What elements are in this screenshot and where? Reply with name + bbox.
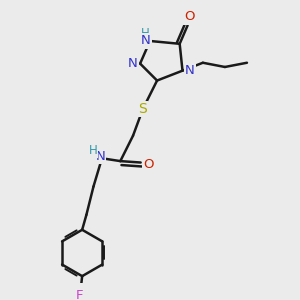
Text: O: O [143,158,154,171]
Text: N: N [185,64,194,77]
Text: H: H [88,144,97,157]
Text: F: F [76,290,84,300]
Text: O: O [184,11,194,23]
Text: N: N [128,57,138,70]
Text: N: N [141,34,151,47]
Text: S: S [139,102,147,116]
Text: H: H [140,27,149,40]
Text: N: N [96,149,105,163]
